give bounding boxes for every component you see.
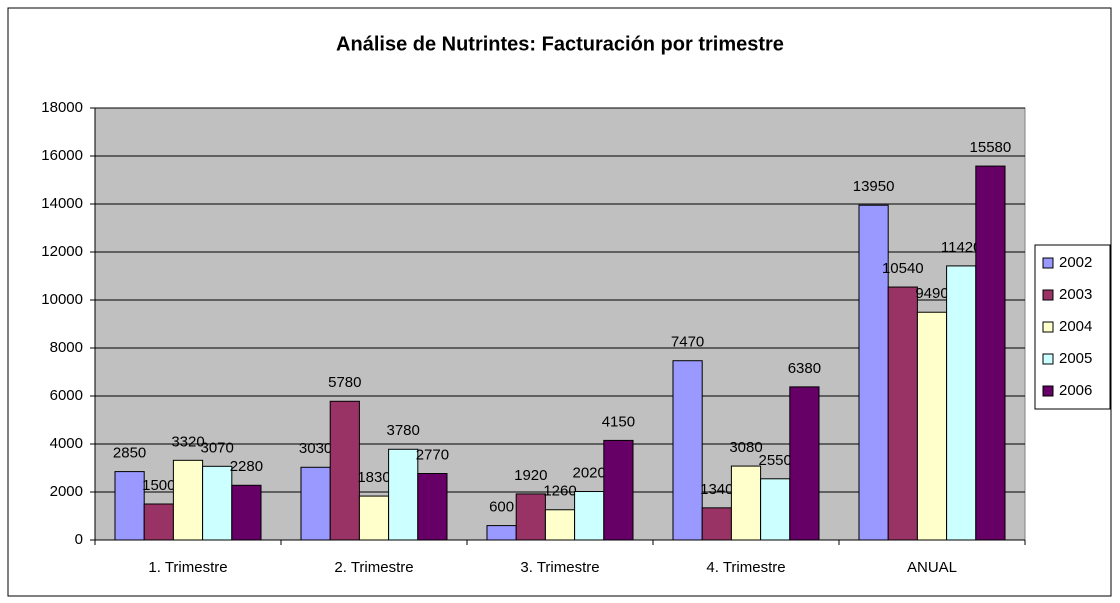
legend-label: 2003 — [1059, 286, 1092, 303]
y-tick-label: 6000 — [50, 387, 83, 404]
chart-title: Análise de Nutrintes: Facturación por tr… — [336, 33, 784, 55]
bar — [486, 525, 517, 541]
data-label: 3030 — [299, 440, 332, 457]
y-tick-label: 10000 — [41, 291, 83, 308]
legend-label: 2006 — [1059, 382, 1092, 399]
y-tick-label: 14000 — [41, 195, 83, 212]
legend-label: 2002 — [1059, 254, 1092, 271]
bar — [574, 491, 605, 541]
bar — [887, 286, 918, 541]
y-tick-label: 12000 — [41, 243, 83, 260]
bar — [672, 360, 703, 541]
y-tick-label: 2000 — [50, 483, 83, 500]
data-label: 3080 — [729, 439, 762, 456]
bar — [789, 386, 820, 541]
bar — [114, 471, 145, 541]
legend-swatch — [1042, 257, 1054, 269]
bar — [975, 165, 1006, 541]
y-tick-label: 4000 — [50, 435, 83, 452]
bar — [946, 265, 977, 541]
data-label: 11420 — [941, 239, 982, 256]
legend-swatch — [1042, 321, 1054, 333]
data-label: 600 — [489, 499, 514, 516]
y-tick-label: 0 — [75, 531, 83, 548]
y-tick-label: 16000 — [41, 147, 83, 164]
data-label: 3070 — [201, 439, 234, 456]
data-label: 6380 — [788, 360, 821, 377]
bar — [172, 459, 204, 541]
data-label: 13950 — [853, 178, 895, 195]
bar — [300, 466, 331, 541]
data-label: 15580 — [970, 139, 1012, 156]
x-tick-label: 1. Trimestre — [148, 559, 227, 576]
bar — [417, 473, 448, 541]
bar — [858, 204, 889, 541]
data-label: 2770 — [416, 446, 449, 463]
y-tick-label: 18000 — [41, 99, 83, 116]
data-label: 10540 — [882, 260, 924, 277]
bar — [515, 493, 546, 541]
data-label: 4150 — [602, 413, 635, 430]
legend-label: 2005 — [1059, 350, 1092, 367]
x-tick-label: 3. Trimestre — [520, 559, 599, 576]
bar — [603, 439, 634, 541]
bar — [388, 448, 419, 541]
data-label: 2280 — [230, 458, 263, 475]
legend-swatch — [1042, 385, 1054, 397]
bar — [329, 400, 360, 541]
x-tick-label: 2. Trimestre — [334, 559, 413, 576]
data-label: 7470 — [671, 334, 704, 351]
data-label: 1260 — [543, 483, 576, 500]
bar — [701, 507, 732, 541]
bar — [916, 311, 948, 541]
data-label: 1920 — [514, 467, 547, 484]
x-tick-label: 4. Trimestre — [706, 559, 785, 576]
data-label: 5780 — [328, 374, 361, 391]
legend-swatch — [1042, 353, 1054, 365]
data-label: 1500 — [142, 477, 175, 494]
data-label: 1830 — [357, 469, 390, 486]
data-label: 1340 — [700, 481, 733, 498]
bar — [544, 509, 576, 541]
legend-swatch — [1042, 289, 1054, 301]
bar — [760, 478, 791, 541]
data-label: 9490 — [915, 285, 948, 302]
bar — [231, 484, 262, 541]
data-label: 2550 — [759, 452, 792, 469]
data-label: 3320 — [171, 433, 204, 450]
y-tick-label: 8000 — [50, 339, 83, 356]
data-label: 3780 — [387, 422, 420, 439]
legend-label: 2004 — [1059, 318, 1092, 335]
data-label: 2850 — [113, 445, 146, 462]
bar — [143, 503, 174, 541]
x-tick-label: ANUAL — [907, 559, 957, 576]
data-label: 2020 — [573, 464, 606, 481]
bar — [202, 465, 233, 541]
bar — [730, 465, 762, 541]
bar — [358, 495, 390, 541]
